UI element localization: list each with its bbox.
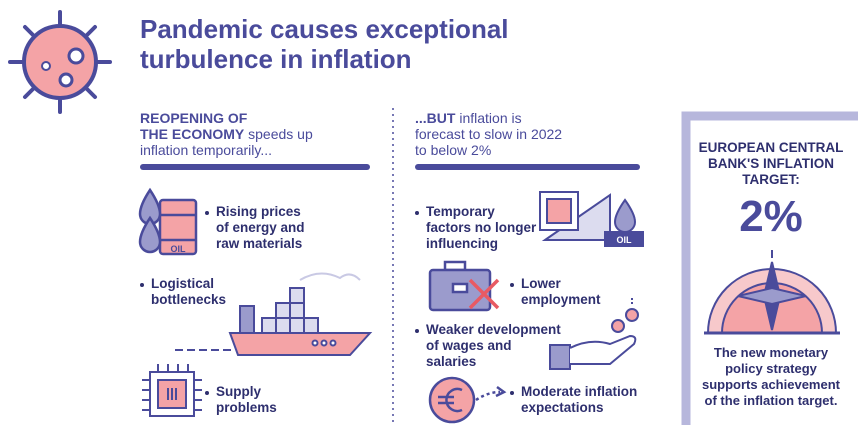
virus-icon [10, 12, 110, 112]
text-line: Rising prices [216, 204, 305, 220]
briefcase-icon [430, 262, 498, 310]
text-line: expectations [521, 400, 637, 416]
oil-icon [140, 190, 196, 254]
chip-icon [142, 364, 202, 416]
title: Pandemic causes exceptional turbulence i… [140, 14, 509, 74]
euro-icon [430, 378, 504, 422]
header-bold: THE ECONOMY [140, 126, 244, 142]
header-text: speeds up [248, 126, 313, 142]
text-line: TARGET: [682, 172, 858, 188]
header-bold: ...BUT [415, 110, 455, 126]
text-line: Temporary [426, 204, 536, 220]
text-line: EUROPEAN CENTRAL [682, 140, 858, 156]
text-line: bottlenecks [151, 292, 226, 308]
oil-label: OIL [171, 244, 187, 254]
hand-icon [550, 298, 638, 369]
text-line: of energy and [216, 220, 305, 236]
header-text: inflation temporarily... [140, 142, 313, 158]
text-line: employment [521, 292, 601, 308]
text-line: Supply [216, 384, 277, 400]
text-line: problems [216, 400, 277, 416]
text-line: Lower [521, 276, 601, 292]
text-line: Weaker development [426, 322, 561, 338]
middle-header: ...BUT inflation is forecast to slow in … [415, 110, 562, 158]
middle-bar [415, 164, 640, 170]
text-line: of the inflation target. [682, 393, 858, 409]
header-text: inflation is [459, 110, 521, 126]
text-line: Logistical [151, 276, 226, 292]
text-line: The new monetary [682, 345, 858, 361]
text-line: BANK'S INFLATION [682, 156, 858, 172]
left-bar [140, 164, 370, 170]
infographic: OIL OIL [0, 0, 858, 425]
compass-icon [704, 250, 840, 333]
header-text: to below 2% [415, 142, 562, 158]
text-line: influencing [426, 236, 536, 252]
header-bold: REOPENING OF [140, 110, 247, 126]
text-line: supports achievement [682, 377, 858, 393]
oil-label: OIL [617, 235, 633, 245]
text-line: policy strategy [682, 361, 858, 377]
title-line: Pandemic causes exceptional [140, 14, 509, 44]
left-header: REOPENING OF THE ECONOMY speeds up infla… [140, 110, 313, 158]
text-line: factors no longer [426, 220, 536, 236]
target-value: 2% [682, 192, 858, 242]
header-text: forecast to slow in 2022 [415, 126, 562, 142]
title-line: turbulence in inflation [140, 44, 509, 74]
text-line: raw materials [216, 236, 305, 252]
text-line: salaries [426, 354, 561, 370]
text-line: of wages and [426, 338, 561, 354]
text-line: Moderate inflation [521, 384, 637, 400]
